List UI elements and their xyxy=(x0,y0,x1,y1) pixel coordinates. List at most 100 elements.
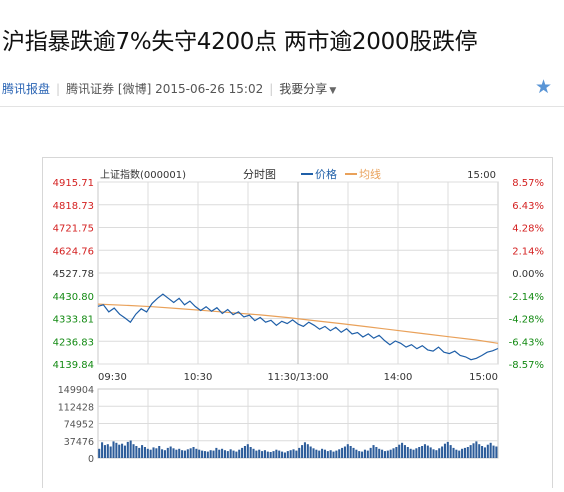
volume-bar xyxy=(429,447,432,458)
volume-bar xyxy=(255,450,258,458)
volume-bar xyxy=(478,444,481,458)
volume-bar xyxy=(115,442,118,458)
volume-bar xyxy=(221,448,224,458)
volume-bar xyxy=(135,446,138,458)
volume-bar xyxy=(352,447,355,458)
volume-bar xyxy=(178,448,181,458)
volume-bar xyxy=(195,448,198,458)
time-tick-label: 14:00 xyxy=(384,372,413,383)
volume-tick-label: 112428 xyxy=(58,402,94,413)
volume-bar xyxy=(181,450,184,458)
volume-bar xyxy=(238,449,241,458)
chart-time-label: 15:00 xyxy=(467,170,496,181)
volume-bar xyxy=(215,447,218,458)
pct-tick-label: -4.28% xyxy=(509,315,544,326)
price-tick-label: 4624.76 xyxy=(53,246,94,257)
volume-bar xyxy=(175,449,178,458)
volume-bar xyxy=(412,449,415,458)
volume-bar xyxy=(295,450,298,458)
pct-tick-label: -8.57% xyxy=(509,360,544,371)
volume-bar xyxy=(323,449,326,458)
source-name: 腾讯证券 xyxy=(66,82,115,96)
volume-bar xyxy=(263,450,266,458)
volume-bar xyxy=(201,450,204,458)
price-tick-label: 4818.73 xyxy=(53,201,94,212)
volume-bar xyxy=(109,446,112,458)
volume-bar xyxy=(146,448,149,458)
volume-bar xyxy=(375,447,378,458)
pct-tick-label: -6.43% xyxy=(509,337,544,348)
volume-bar xyxy=(458,450,461,458)
volume-bar xyxy=(401,442,404,458)
volume-bar xyxy=(486,444,489,458)
index-name-label: 上证指数(000001) xyxy=(100,168,186,181)
price-tick-label: 4236.83 xyxy=(53,337,94,348)
volume-bar xyxy=(235,451,238,458)
volume-bar xyxy=(192,447,195,458)
volume-bar xyxy=(338,449,341,458)
volume-bar xyxy=(138,447,141,458)
volume-bar xyxy=(275,449,278,458)
chart-view-label: 分时图 xyxy=(243,168,276,181)
divider: | xyxy=(269,82,274,96)
volume-bar xyxy=(378,448,381,458)
price-tick-label: 4721.75 xyxy=(53,224,94,235)
volume-bar xyxy=(415,448,418,458)
pct-tick-label: -2.14% xyxy=(509,292,544,303)
volume-bar xyxy=(406,447,409,458)
volume-bar xyxy=(209,450,212,458)
volume-bar xyxy=(103,445,106,458)
volume-bar xyxy=(286,451,289,458)
volume-bar xyxy=(152,447,155,458)
weibo-link[interactable]: [微博] xyxy=(117,82,152,96)
volume-bar xyxy=(281,451,284,458)
volume-bar xyxy=(389,449,392,458)
volume-bar xyxy=(381,449,384,458)
volume-bar xyxy=(469,445,472,458)
volume-bar xyxy=(198,449,201,458)
volume-bar xyxy=(383,451,386,458)
volume-bar xyxy=(261,451,264,458)
volume-bar xyxy=(292,449,295,458)
volume-bar xyxy=(123,445,126,458)
star-icon[interactable]: ★ xyxy=(535,76,553,98)
volume-bar xyxy=(98,448,101,458)
index-chart-panel: 上证指数(000001) 分时图 价格 均线 15:00 4915.71 4818.73 47… xyxy=(42,157,553,488)
source-link[interactable]: 腾讯报盘 xyxy=(2,82,51,96)
article-headline: 沪指暴跌逾7%失守4200点 两市逾2000股跌停 xyxy=(2,29,478,55)
volume-bar xyxy=(269,452,272,458)
volume-bar xyxy=(226,451,229,458)
pct-tick-label: 2.14% xyxy=(512,246,544,257)
pct-tick-label: 8.57% xyxy=(512,178,544,189)
volume-bar xyxy=(341,447,344,458)
volume-bar xyxy=(289,450,292,458)
volume-bar xyxy=(183,450,186,458)
volume-bar xyxy=(158,446,161,458)
share-button[interactable]: 我要分享 ▼ xyxy=(279,82,336,96)
volume-bar xyxy=(335,450,338,458)
volume-tick-label: 74952 xyxy=(64,420,94,431)
volume-bar xyxy=(246,444,249,458)
volume-bar xyxy=(372,445,375,458)
pct-tick-label: 4.28% xyxy=(512,224,544,235)
time-tick-label: 11:30/13:00 xyxy=(267,372,328,383)
volume-bar xyxy=(441,446,444,458)
volume-bar xyxy=(258,449,261,458)
volume-bar xyxy=(149,449,152,458)
volume-bar xyxy=(421,446,424,458)
volume-bar xyxy=(218,449,221,458)
volume-bar xyxy=(332,451,335,458)
volume-bar xyxy=(206,451,209,458)
volume-bar xyxy=(212,450,215,458)
pct-tick-label: 6.43% xyxy=(512,201,544,212)
volume-bar xyxy=(172,448,175,458)
divider: | xyxy=(56,82,61,96)
volume-bar xyxy=(463,447,466,458)
volume-bar xyxy=(161,449,164,458)
volume-bar xyxy=(343,446,346,458)
volume-tick-label: 37476 xyxy=(64,437,94,448)
volume-bar xyxy=(418,447,421,458)
volume-bar xyxy=(229,449,232,458)
article-meta: 腾讯报盘 | 腾讯证券 [微博] 2015-06-26 15:02 | 我要分享 ▼ xyxy=(2,80,336,97)
volume-bar xyxy=(423,444,426,458)
